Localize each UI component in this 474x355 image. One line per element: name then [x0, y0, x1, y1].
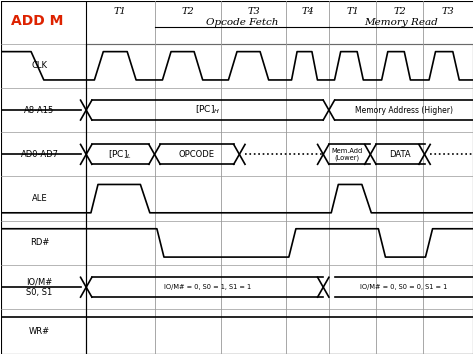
Text: RD#: RD# [30, 239, 49, 247]
Text: AD0-AD7: AD0-AD7 [20, 150, 59, 159]
Text: ADD M: ADD M [11, 14, 63, 28]
Text: DATA: DATA [390, 150, 411, 159]
Text: IO/M# = 0, S0 = 0, S1 = 1: IO/M# = 0, S0 = 0, S1 = 1 [360, 284, 447, 290]
Text: Memory Read: Memory Read [364, 18, 438, 27]
Text: Mem.Add
(Lower): Mem.Add (Lower) [331, 148, 363, 161]
Text: Opcode Fetch: Opcode Fetch [206, 18, 278, 27]
Text: T1: T1 [114, 7, 127, 16]
Text: T4: T4 [301, 7, 314, 16]
Text: T2: T2 [181, 7, 194, 16]
Text: IO/M# = 0, S0 = 1, S1 = 1: IO/M# = 0, S0 = 1, S1 = 1 [164, 284, 251, 290]
Text: OPCODE: OPCODE [179, 150, 215, 159]
Text: T2: T2 [393, 7, 406, 16]
Text: T1: T1 [346, 7, 359, 16]
Text: T3: T3 [247, 7, 260, 16]
Text: T3: T3 [441, 7, 454, 16]
Text: Memory Address (Higher): Memory Address (Higher) [355, 105, 453, 115]
Text: ALE: ALE [32, 194, 47, 203]
Text: [PC]$_H$: [PC]$_H$ [195, 104, 220, 116]
Text: [PC]$_L$: [PC]$_L$ [109, 148, 132, 160]
Text: IO/M#
S0, S1: IO/M# S0, S1 [27, 278, 53, 297]
Text: WR#: WR# [29, 327, 50, 336]
Text: A8-A15: A8-A15 [25, 105, 55, 115]
Text: CLK: CLK [32, 61, 47, 70]
